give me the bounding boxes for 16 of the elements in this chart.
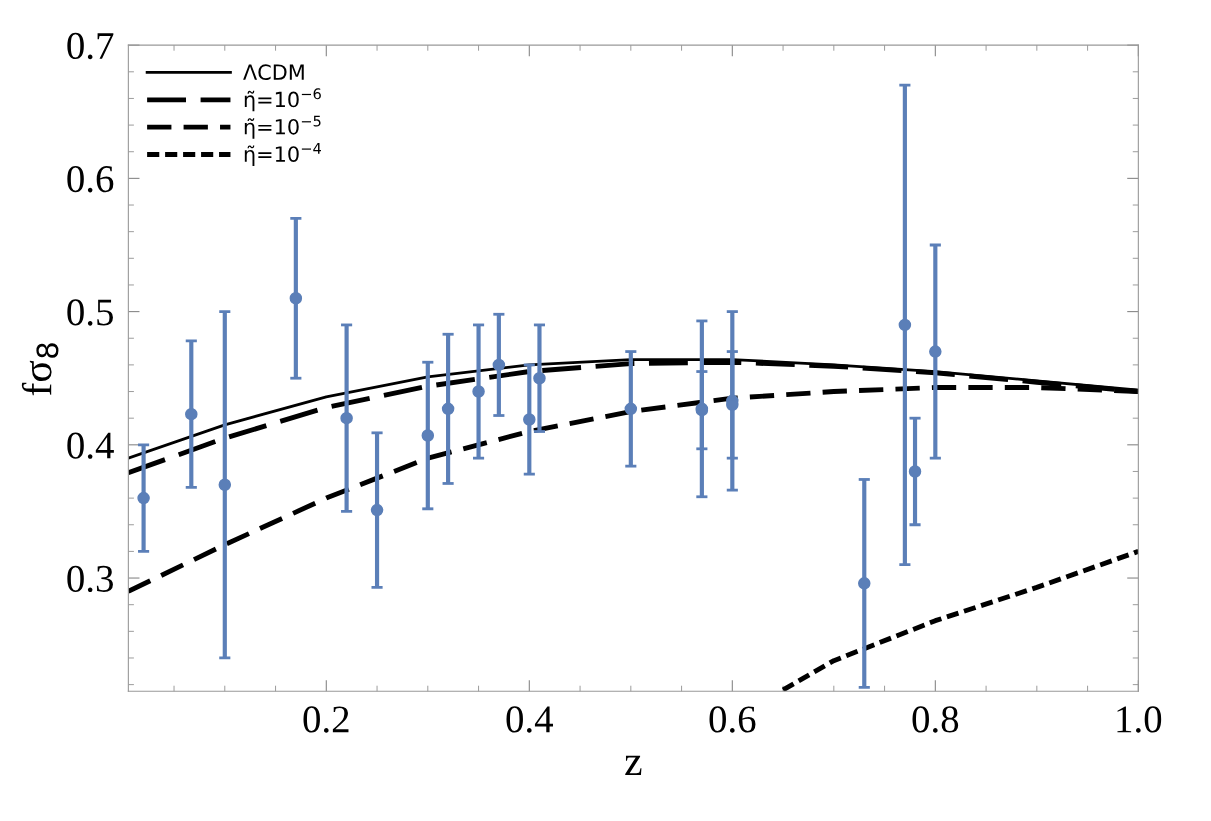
x-tick-label: 0.4 (506, 706, 554, 733)
y-tick-label: 0.4 (67, 432, 114, 459)
y-tick-label: 0.6 (67, 166, 114, 193)
y-tick-label: 0.7 (67, 32, 114, 60)
legend-label: η̃=10$^{−4}$ (244, 143, 321, 166)
legend-label: ΛCDM (243, 64, 304, 81)
x-tick-label: 0.8 (912, 706, 959, 733)
x-tick-label: 0.6 (709, 706, 756, 733)
legend-label: η̃=10$^{−6}$ (244, 88, 321, 112)
x-axis-title: z (625, 755, 642, 775)
y-tick-label: 0.3 (67, 565, 113, 593)
x-tick-label: 1.0 (1117, 706, 1162, 733)
y-axis-title: fσ$_{8}$ (21, 343, 59, 396)
legend-label: η̃=10$^{−5}$ (244, 115, 321, 139)
x-tick-label: 0.2 (303, 706, 349, 733)
y-tick-label: 0.5 (67, 299, 113, 326)
